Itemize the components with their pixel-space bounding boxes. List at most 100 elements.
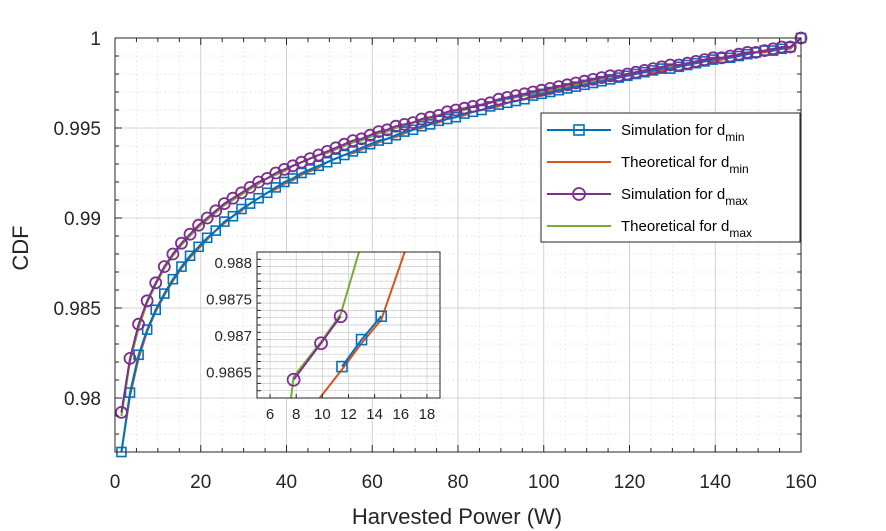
inset-x-tick-label: 18: [419, 406, 436, 423]
inset-y-tick-label: 0.988: [214, 255, 252, 272]
data-point: [466, 100, 480, 113]
data-point: [389, 119, 403, 133]
data-point: [689, 55, 703, 68]
data-point: [509, 89, 523, 102]
data-point: [638, 64, 651, 77]
legend-marker: [572, 187, 586, 201]
data-point: [646, 62, 660, 75]
data-point: [372, 125, 386, 139]
inset-x-tick-label: 14: [366, 406, 383, 423]
data-point: [244, 198, 256, 209]
legend-marker: [573, 124, 585, 136]
data-point: [663, 58, 677, 72]
main-series: [115, 31, 808, 458]
data-point: [612, 69, 626, 83]
data-point: [535, 83, 549, 97]
data-point: [123, 351, 137, 365]
inset-series-line: [341, 315, 382, 368]
data-point: [518, 87, 531, 101]
data-point: [586, 73, 600, 86]
data-point: [398, 118, 411, 131]
inset-x-tick-label: 16: [392, 406, 409, 423]
data-point: [440, 105, 454, 119]
data-point: [227, 210, 239, 222]
inset-data-point: [375, 310, 387, 323]
data-point: [270, 182, 282, 193]
legend-label: Simulation for dmin: [621, 122, 745, 144]
data-point: [680, 56, 694, 70]
data-point: [749, 46, 763, 59]
legend-items: Simulation for dmin Theoretical for dmin S…: [547, 122, 752, 240]
y-tick-label: 0.98: [64, 389, 101, 410]
x-tick-label: 60: [362, 472, 383, 493]
data-point: [475, 98, 488, 111]
data-point: [192, 218, 206, 232]
data-point: [560, 78, 574, 92]
x-tick-label: 80: [447, 472, 468, 493]
data-point: [578, 74, 591, 88]
data-point: [775, 40, 789, 54]
x-tick-label: 120: [614, 472, 646, 493]
inset-data-point: [336, 360, 348, 373]
data-point: [629, 65, 643, 79]
data-point: [176, 261, 187, 272]
data-point: [492, 92, 506, 106]
legend-label: Simulation for dmax: [621, 186, 748, 208]
inset-series: [286, 252, 406, 398]
inset-x-tick-label: 10: [314, 406, 331, 423]
x-tick-label: 20: [190, 472, 211, 493]
data-point: [595, 71, 609, 84]
data-point: [698, 53, 711, 66]
y-axis-label: CDF: [8, 225, 33, 270]
data-point: [526, 85, 540, 99]
inset-y-tick-label: 0.987: [214, 328, 252, 345]
data-point: [140, 294, 154, 308]
data-point: [157, 260, 171, 274]
data-point: [175, 236, 188, 250]
data-point: [287, 173, 299, 184]
data-point: [167, 273, 179, 285]
y-tick-label: 1: [90, 29, 101, 50]
data-point: [766, 42, 780, 56]
x-tick-label: 0: [110, 472, 121, 493]
data-point: [783, 40, 797, 54]
inset-grid: [256, 251, 441, 399]
data-point: [415, 112, 428, 126]
data-point: [741, 46, 754, 59]
data-point: [149, 276, 163, 290]
data-point: [672, 58, 686, 72]
data-point: [500, 91, 514, 104]
x-tick-label: 100: [528, 472, 560, 493]
inset-y-tick-label: 0.9865: [206, 364, 252, 381]
data-point: [423, 110, 437, 124]
x-tick-label: 140: [699, 472, 731, 493]
data-point: [209, 204, 223, 218]
data-point: [236, 203, 247, 215]
inset-data-point: [286, 372, 301, 387]
x-tick-label: 160: [785, 472, 817, 493]
inset-data-point: [333, 309, 348, 324]
legend: Simulation for dmin Theoretical for dmin S…: [540, 112, 801, 243]
inset-zoom-panel: 6 8 10 12 14 16 18 0.9865 0.987 0.9875 0.988: [206, 251, 441, 423]
inset-x-tick-label: 8: [292, 406, 300, 423]
data-point: [201, 232, 213, 244]
data-point: [193, 241, 204, 253]
data-point: [253, 192, 264, 204]
main-ticks: 0 20 40 60 80 100 120 140 160 0.98 0.985 0.99 0.995 1: [53, 29, 816, 493]
x-axis-label: Harvested Power (W): [352, 504, 562, 529]
y-tick-label: 0.995: [53, 119, 101, 140]
y-tick-label: 0.99: [64, 209, 101, 230]
data-point: [569, 76, 583, 90]
data-point: [732, 47, 746, 61]
data-point: [458, 101, 471, 115]
data-point: [552, 80, 566, 93]
x-tick-label: 40: [276, 472, 297, 493]
legend-label: Theoretical for dmax: [621, 218, 752, 240]
data-point: [210, 225, 222, 236]
inset-y-tick-label: 0.9875: [206, 291, 252, 308]
data-point: [723, 49, 737, 63]
data-point: [655, 60, 669, 74]
data-point: [150, 304, 162, 316]
inset-ticks: 6 8 10 12 14 16 18 0.9865 0.987 0.9875 0.988: [206, 251, 436, 423]
